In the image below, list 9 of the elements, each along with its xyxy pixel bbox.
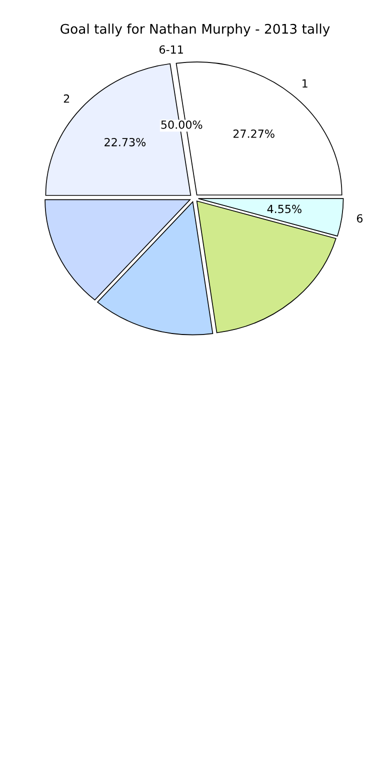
data-label: 22.73% <box>104 138 146 146</box>
chart-title: Goal tally for Nathan Murphy - 2013 tally <box>60 24 330 36</box>
slice-label: 1 <box>302 79 308 88</box>
data-label: 27.27% <box>233 130 274 138</box>
slice-label: 2 <box>64 94 70 103</box>
text: 6-11 <box>159 45 183 54</box>
slice-label: 6 <box>356 214 363 223</box>
data-label: 4.55% <box>267 204 302 214</box>
text: 50.00% <box>161 120 202 129</box>
